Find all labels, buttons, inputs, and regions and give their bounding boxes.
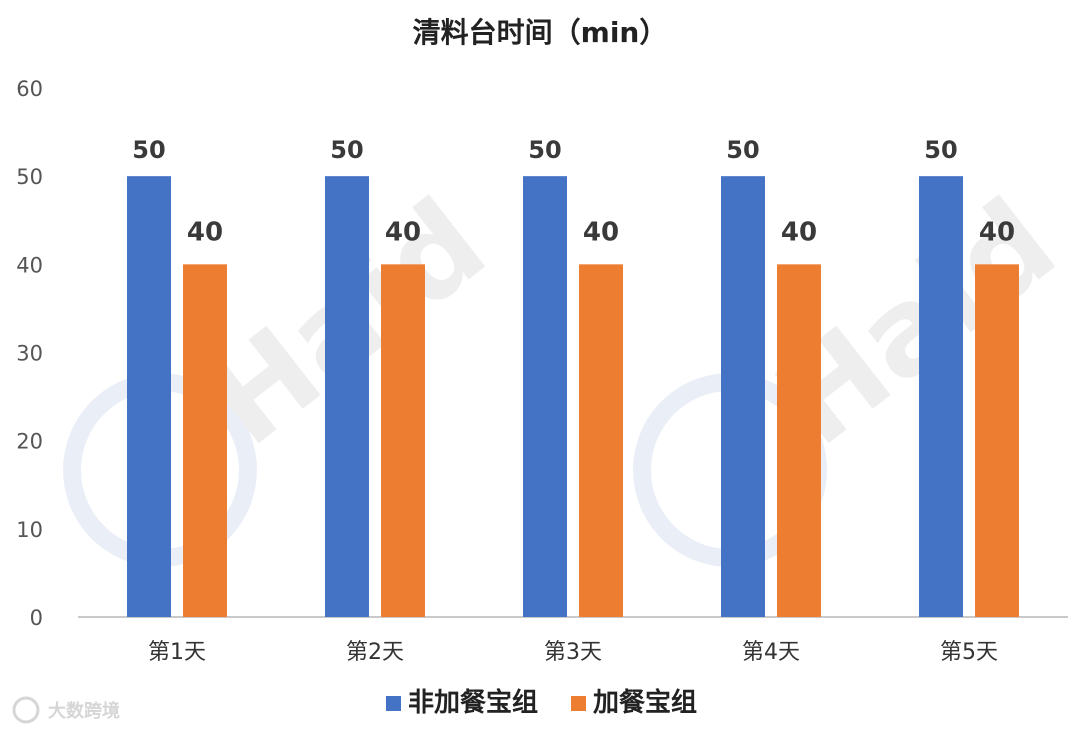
legend-label: 加餐宝组 <box>593 687 697 718</box>
bar-data-label: 40 <box>781 217 817 247</box>
bar-non-jiacanbao <box>325 176 369 617</box>
bar-jiacanbao <box>975 264 1019 617</box>
legend: 非加餐宝组 加餐宝组 <box>386 687 697 718</box>
y-tick-label: 0 <box>30 606 43 630</box>
corner-watermark-text: 大数跨境 <box>48 700 120 722</box>
y-tick-label: 30 <box>16 342 43 366</box>
bar-data-label: 50 <box>528 136 561 164</box>
x-tick-label: 第4天 <box>742 640 800 665</box>
bar-non-jiacanbao <box>523 176 567 617</box>
legend-swatch <box>386 696 401 711</box>
chart-title: 清料台时间（min） <box>413 16 668 49</box>
y-axis: 0 10 20 30 40 50 60 <box>16 77 43 630</box>
bar-jiacanbao <box>381 264 425 617</box>
bar-non-jiacanbao <box>919 176 963 617</box>
x-tick-label: 第2天 <box>346 640 404 665</box>
y-tick-label: 60 <box>16 77 43 101</box>
bar-jiacanbao <box>777 264 821 617</box>
bar-data-label: 40 <box>583 217 619 247</box>
bar-data-label: 50 <box>330 136 363 164</box>
y-tick-label: 50 <box>16 165 43 189</box>
x-tick-label: 第5天 <box>940 640 998 665</box>
x-tick-label: 第1天 <box>148 640 206 665</box>
corner-watermark: 大数跨境 <box>12 696 120 724</box>
x-tick-label: 第3天 <box>544 640 602 665</box>
y-tick-label: 20 <box>16 430 43 454</box>
legend-label: 非加餐宝组 <box>408 687 538 718</box>
corner-logo-icon <box>12 696 40 724</box>
bar-data-label: 50 <box>924 136 957 164</box>
bar-data-label: 50 <box>132 136 165 164</box>
bar-data-label: 40 <box>385 217 421 247</box>
bar-non-jiacanbao <box>127 176 171 617</box>
bar-jiacanbao <box>579 264 623 617</box>
x-axis: 第1天 第2天 第3天 第4天 第5天 <box>148 640 998 665</box>
bar-non-jiacanbao <box>721 176 765 617</box>
bar-jiacanbao <box>183 264 227 617</box>
bar-data-label: 40 <box>187 217 223 247</box>
y-tick-label: 10 <box>16 518 43 542</box>
bar-data-label: 50 <box>726 136 759 164</box>
legend-swatch <box>571 696 586 711</box>
bars: 50 40 50 40 50 40 50 40 50 40 <box>127 136 1019 617</box>
bar-data-label: 40 <box>979 217 1015 247</box>
y-tick-label: 40 <box>16 253 43 277</box>
